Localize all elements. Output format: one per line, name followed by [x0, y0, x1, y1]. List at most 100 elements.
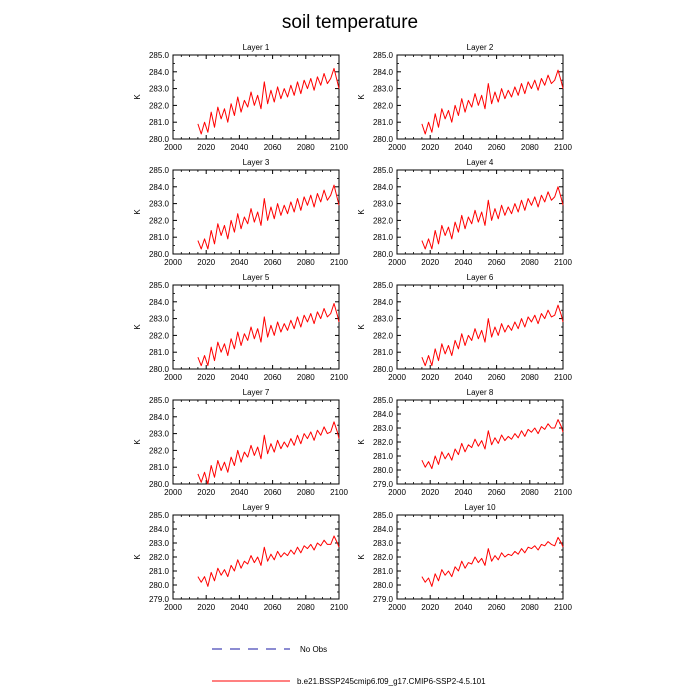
y-tick-label: 279.0 [149, 595, 170, 604]
panel-title: Layer 8 [467, 388, 494, 397]
y-tick-label: 281.0 [373, 118, 394, 127]
y-tick-label: 284.0 [149, 525, 170, 534]
series-line [197, 302, 340, 367]
y-tick-label: 283.0 [373, 424, 394, 433]
x-tick-label: 2020 [197, 488, 215, 497]
y-tick-label: 281.0 [373, 348, 394, 357]
x-tick-label: 2020 [421, 373, 439, 382]
x-tick-label: 2000 [164, 603, 182, 612]
y-tick-label: 279.0 [373, 480, 394, 489]
x-tick-label: 2100 [330, 488, 348, 497]
x-tick-label: 2100 [554, 373, 572, 382]
y-tick-label: 282.0 [149, 446, 170, 455]
y-axis-label: K [133, 209, 142, 215]
panel-layer-3: Layer 3 K 2000 2020 2040 2060 2080 2100 280.0 281… [133, 158, 348, 267]
y-tick-label: 282.0 [149, 331, 170, 340]
y-tick-label: 280.0 [149, 581, 170, 590]
x-tick-label: 2100 [554, 258, 572, 267]
x-tick-label: 2060 [488, 488, 506, 497]
y-tick-label: 281.0 [149, 233, 170, 242]
y-axis-label: K [357, 439, 366, 445]
y-tick-label: 285.0 [373, 281, 394, 290]
y-tick-label: 285.0 [373, 511, 394, 520]
y-tick-label: 280.0 [373, 581, 394, 590]
panel-title: Layer 4 [467, 158, 494, 167]
x-tick-label: 2080 [297, 488, 315, 497]
x-tick-label: 2000 [388, 258, 406, 267]
panel-title: Layer 10 [464, 503, 496, 512]
y-tick-label: 280.0 [373, 250, 394, 259]
y-tick-label: 281.0 [373, 567, 394, 576]
x-tick-label: 2060 [264, 258, 282, 267]
legend: No Obs b.e21.BSSP245cmip6.f09_g17.CMIP6-… [212, 645, 486, 686]
panel-layer-10: Layer 10 K 2000 2020 2040 2060 2080 2100 279.0 28… [357, 503, 572, 612]
y-axis-label: K [133, 324, 142, 330]
x-tick-label: 2100 [330, 373, 348, 382]
y-tick-label: 280.0 [373, 135, 394, 144]
y-tick-label: 283.0 [149, 200, 170, 209]
panel-layer-7: Layer 7 K 2000 2020 2040 2060 2080 2100 280.0 281… [133, 388, 348, 497]
y-tick-label: 281.0 [149, 118, 170, 127]
x-tick-label: 2020 [197, 373, 215, 382]
x-tick-label: 2020 [421, 258, 439, 267]
panel-title: Layer 6 [467, 273, 494, 282]
x-tick-label: 2000 [164, 258, 182, 267]
y-tick-label: 284.0 [149, 413, 170, 422]
panel-layer-1: Layer 1 K 2000 2020 2040 2060 2080 2100 280.0 281… [133, 43, 348, 152]
x-tick-label: 2100 [554, 603, 572, 612]
y-tick-label: 284.0 [149, 298, 170, 307]
y-tick-label: 283.0 [149, 430, 170, 439]
series-line [197, 67, 340, 135]
x-tick-label: 2040 [455, 143, 473, 152]
x-tick-label: 2040 [455, 258, 473, 267]
y-tick-label: 284.0 [373, 183, 394, 192]
x-tick-label: 2000 [164, 373, 182, 382]
panel-title: Layer 5 [243, 273, 270, 282]
y-axis-label: K [357, 324, 366, 330]
x-tick-label: 2000 [388, 143, 406, 152]
panel-layer-4: Layer 4 K 2000 2020 2040 2060 2080 2100 280.0 281… [357, 158, 572, 267]
panel-title: Layer 2 [467, 43, 494, 52]
y-tick-label: 284.0 [373, 68, 394, 77]
x-tick-label: 2060 [264, 603, 282, 612]
x-tick-label: 2000 [388, 488, 406, 497]
legend-obs-label: No Obs [300, 645, 327, 654]
y-tick-label: 280.0 [149, 365, 170, 374]
panel-layer-2: Layer 2 K 2000 2020 2040 2060 2080 2100 280.0 281… [357, 43, 572, 152]
series-line [421, 69, 564, 135]
x-tick-label: 2040 [455, 373, 473, 382]
x-tick-label: 2040 [455, 603, 473, 612]
y-tick-label: 283.0 [373, 85, 394, 94]
x-tick-label: 2040 [231, 373, 249, 382]
x-tick-label: 2080 [297, 143, 315, 152]
x-tick-label: 2060 [488, 258, 506, 267]
y-tick-label: 282.0 [373, 216, 394, 225]
y-tick-label: 280.0 [373, 466, 394, 475]
series-line [197, 184, 340, 250]
x-tick-label: 2080 [521, 143, 539, 152]
y-axis-label: K [133, 554, 142, 560]
x-tick-label: 2060 [264, 373, 282, 382]
y-tick-label: 282.0 [149, 216, 170, 225]
y-tick-label: 280.0 [149, 135, 170, 144]
y-tick-label: 281.0 [373, 233, 394, 242]
y-tick-label: 284.0 [373, 410, 394, 419]
y-tick-label: 282.0 [149, 101, 170, 110]
x-tick-label: 2020 [197, 258, 215, 267]
x-tick-label: 2080 [521, 258, 539, 267]
series-line [421, 186, 564, 250]
x-tick-label: 2100 [330, 258, 348, 267]
x-tick-label: 2000 [388, 603, 406, 612]
series-line [421, 304, 564, 367]
x-tick-label: 2020 [197, 603, 215, 612]
x-tick-label: 2020 [421, 603, 439, 612]
y-tick-label: 284.0 [373, 298, 394, 307]
y-tick-label: 282.0 [373, 553, 394, 562]
y-tick-label: 280.0 [149, 250, 170, 259]
y-tick-label: 283.0 [149, 539, 170, 548]
x-tick-label: 2100 [330, 143, 348, 152]
x-tick-label: 2000 [388, 373, 406, 382]
y-tick-label: 283.0 [373, 539, 394, 548]
